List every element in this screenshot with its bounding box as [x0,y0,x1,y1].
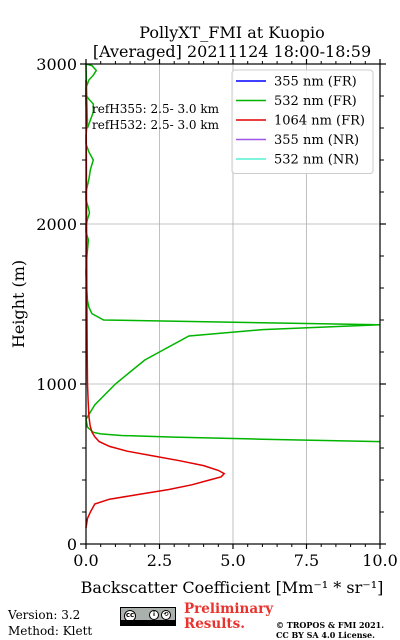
version-text: Version: 3.2 [8,608,81,622]
license-text: CC BY SA 4.0 License. [276,630,375,640]
preliminary-note: Preliminary Results. [184,602,273,632]
legend-label: 1064 nm (FR) [274,114,365,129]
reference-height-annotations: refH355: 2.5- 3.0 km refH532: 2.5- 3.0 km [92,102,220,132]
axis-ticks: 0.0 2.5 5.0 7.5 10.0 0 1000 2000 3000 [36,55,398,570]
legend-label: 355 nm (NR) [274,133,359,148]
legend-label: 532 nm (FR) [274,94,357,109]
x-tick-label: 7.5 [294,551,319,570]
legend-box [231,69,374,174]
license-band [121,620,175,625]
series-lines [85,63,381,529]
legend-label: 532 nm (NR) [274,153,359,168]
reference-height-label: refH355: 2.5- 3.0 km [92,102,220,116]
copyright-note: © TROPOS & FMI 2021. CC BY SA 4.0 Licens… [276,620,384,640]
by-icon: i [149,610,159,620]
y-tick-label: 1000 [36,375,77,394]
x-tick-label: 2.5 [147,551,172,570]
y-axis-label: Height (m) [9,260,28,348]
legend-label: 355 nm (FR) [274,75,357,90]
x-tick-label: 0.0 [73,551,98,570]
series-line [85,79,226,529]
x-tick-label: 10.0 [362,551,398,570]
cc-license-badge: cc i ⟲ [120,607,176,626]
results-text: Results. [184,616,245,632]
chart-subtitle: [Averaged] 20211124 18:00-18:59 [93,42,371,61]
preliminary-text: Preliminary [184,601,274,617]
copyright-text: © TROPOS & FMI 2021. [276,620,385,630]
footer-info: Version: 3.2 Method: Klett [8,607,92,639]
series-line [85,63,381,443]
legend: 355 nm (FR) 532 nm (FR) 1064 nm (FR) 355 nm… [231,69,374,174]
lidar-profile-chart: 0.0 2.5 5.0 7.5 10.0 0 1000 2000 3000 PollyXT_FM… [9,23,398,597]
sa-icon: ⟲ [161,610,171,620]
chart-title: PollyXT_FMI at Kuopio [139,23,325,42]
method-text: Method: Klett [8,624,93,638]
y-tick-label: 2000 [36,215,77,234]
reference-height-label: refH532: 2.5- 3.0 km [92,118,220,132]
y-tick-label: 0 [67,535,77,554]
x-axis-label: Backscatter Coefficient [Mm⁻¹ * sr⁻¹] [81,578,384,597]
y-tick-label: 3000 [36,55,77,74]
x-tick-label: 5.0 [220,551,245,570]
